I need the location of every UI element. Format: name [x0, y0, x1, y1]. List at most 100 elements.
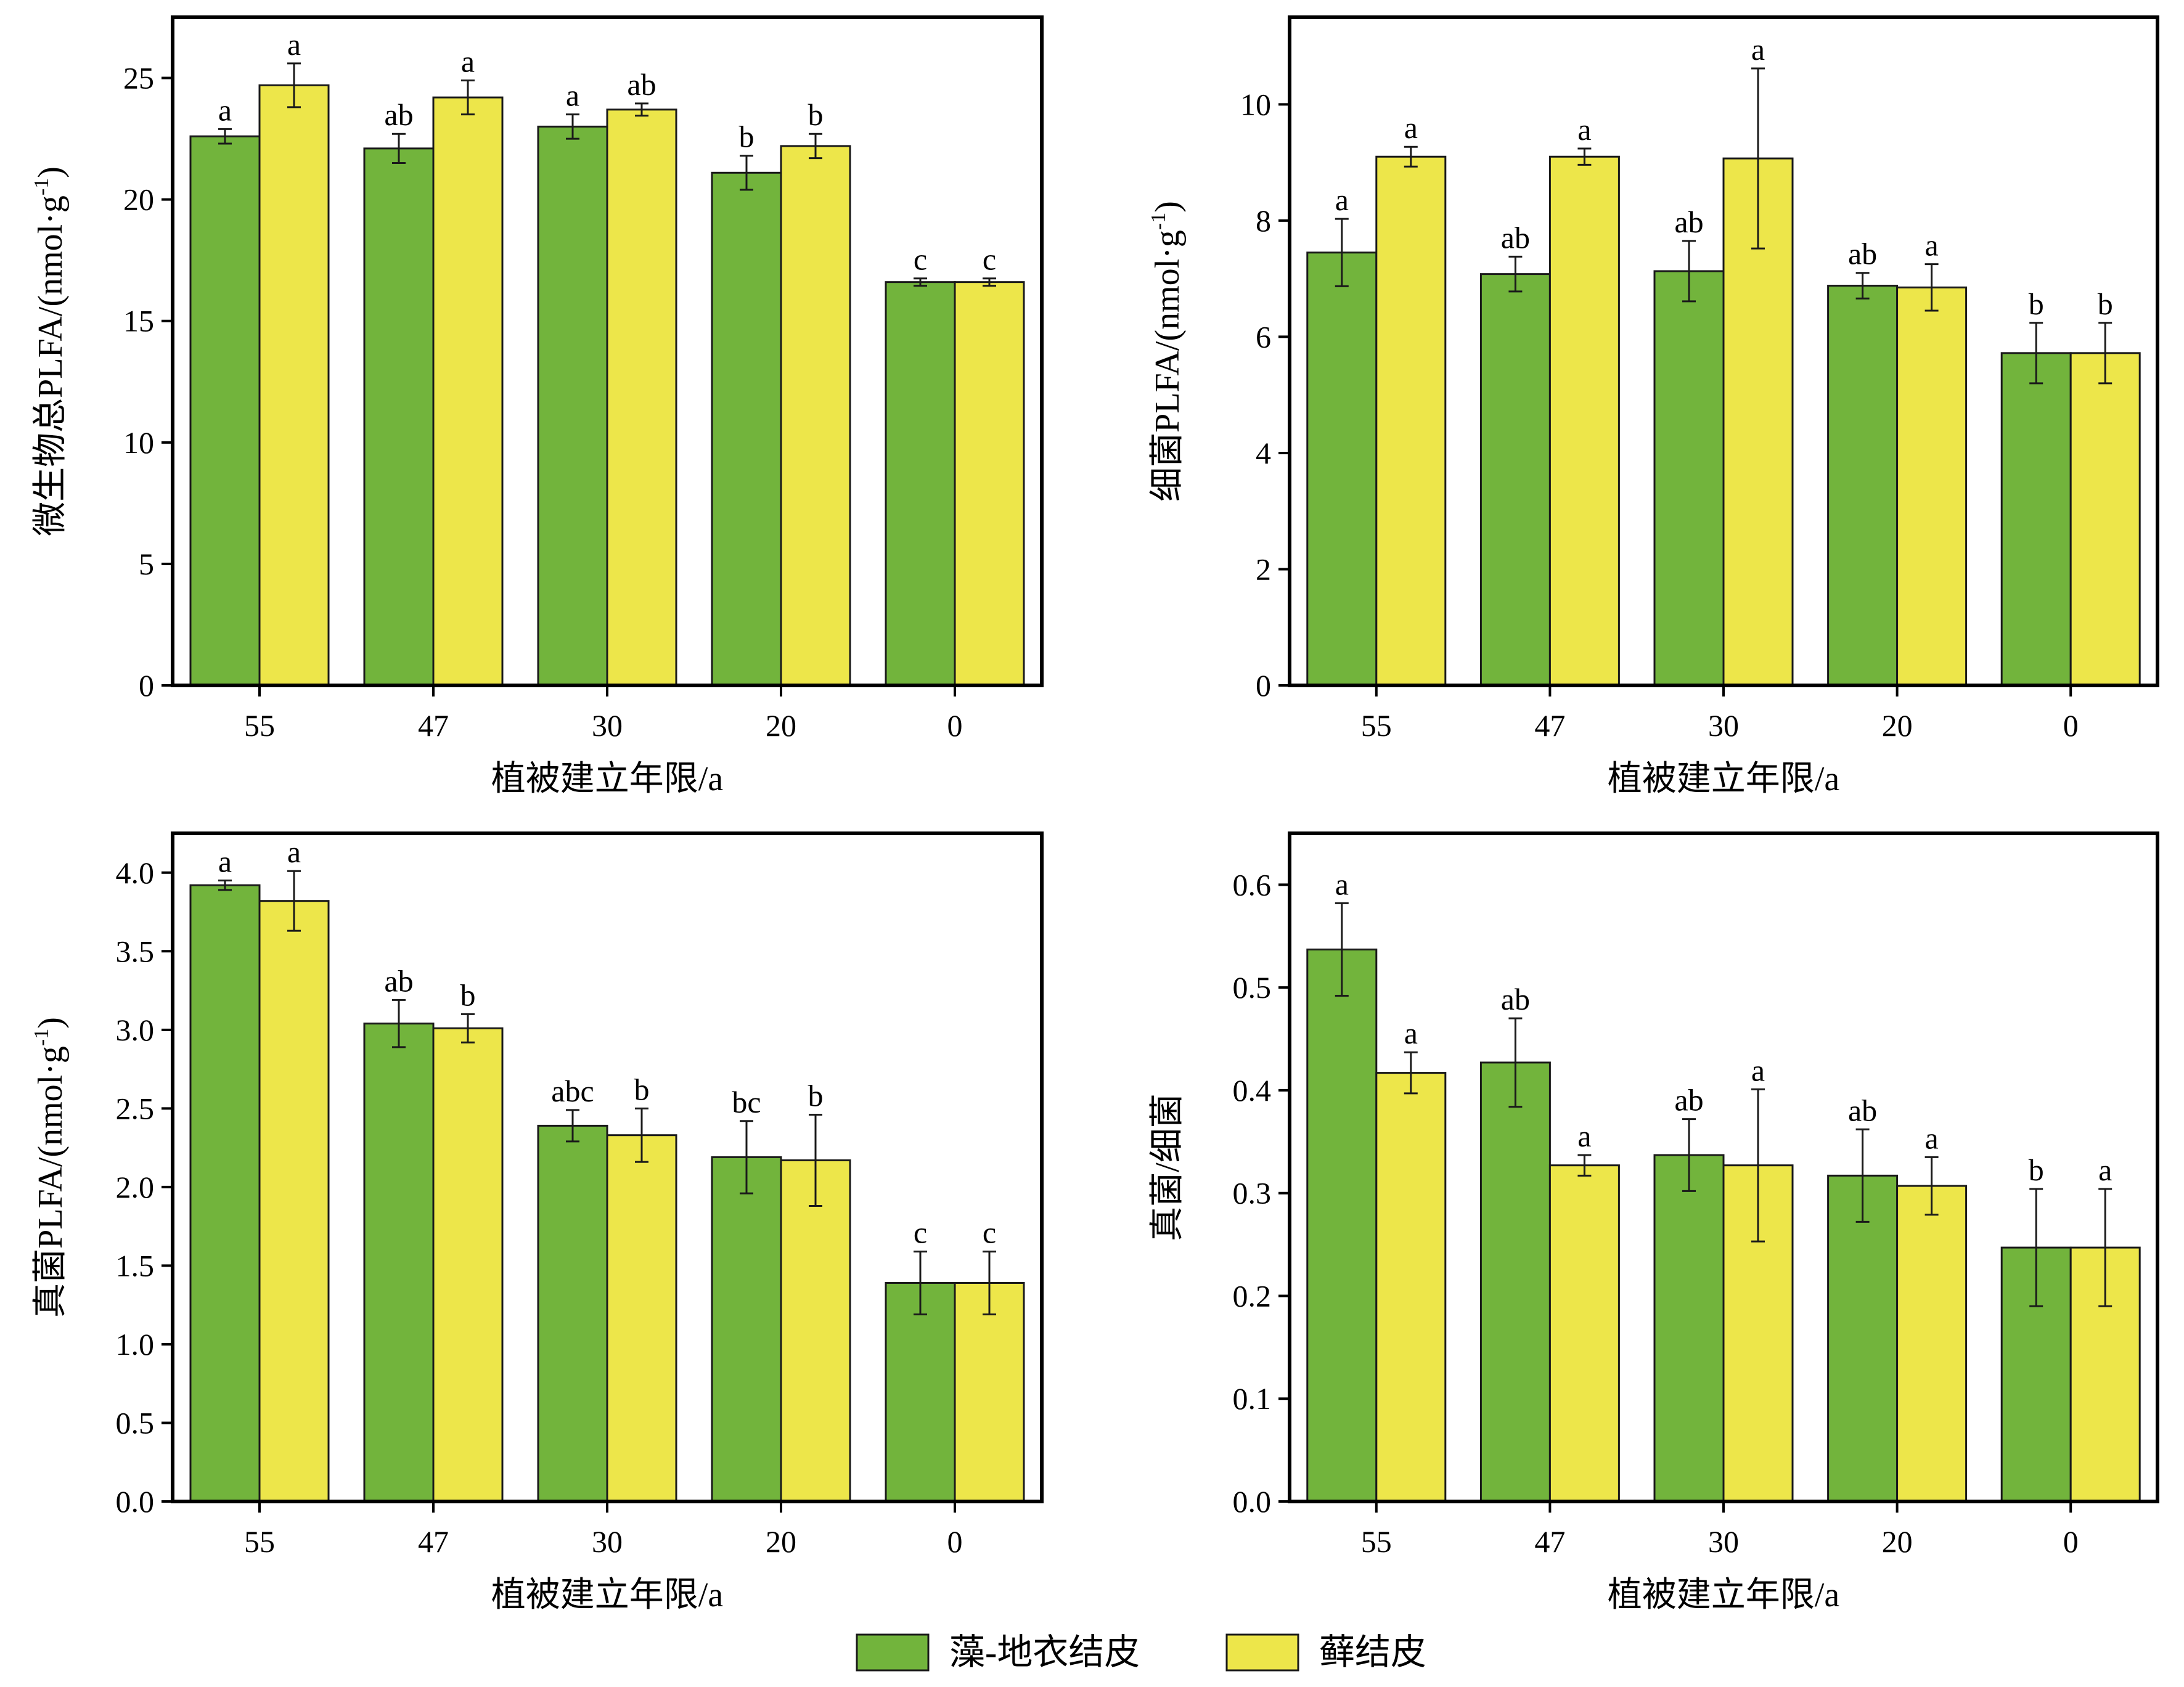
y-tick-label: 0.2	[1233, 1278, 1272, 1313]
x-tick-label: 0	[2063, 708, 2079, 743]
significance-letter: a	[218, 92, 232, 127]
significance-letter: ab	[1848, 237, 1877, 271]
y-tick-label: 5	[139, 547, 154, 581]
bar	[1548, 155, 1620, 687]
bar	[1375, 1072, 1447, 1503]
x-tick-label: 30	[592, 708, 623, 743]
y-tick-label: 10	[123, 425, 154, 460]
significance-letter: ab	[1501, 220, 1530, 255]
y-tick-label: 4.0	[116, 856, 155, 890]
bar	[1306, 251, 1378, 687]
x-tick-label: 47	[1534, 708, 1565, 743]
significance-letter: bc	[732, 1085, 761, 1119]
significance-letter: b	[634, 1072, 650, 1106]
bar	[780, 145, 851, 687]
y-tick-label: 2.5	[116, 1091, 155, 1125]
bar	[1896, 1185, 1968, 1503]
y-tick-label: 3.0	[116, 1013, 155, 1047]
y-tick-label: 0.1	[1233, 1381, 1272, 1416]
x-axis-label: 植被建立年限/a	[1608, 760, 1840, 798]
bar	[1653, 270, 1725, 687]
bar	[885, 1281, 956, 1503]
x-tick-label: 47	[1534, 1524, 1565, 1559]
bar	[1375, 155, 1447, 687]
y-tick-label: 8	[1256, 203, 1271, 238]
y-tick-label: 0.5	[1233, 970, 1272, 1005]
y-tick-label: 6	[1256, 319, 1271, 354]
significance-letter: c	[983, 1215, 996, 1249]
bar	[954, 281, 1025, 687]
y-tick-label: 3.5	[116, 934, 155, 968]
significance-letter: b	[808, 1079, 824, 1113]
significance-letter: ab	[1501, 982, 1530, 1016]
x-tick-label: 20	[766, 1524, 796, 1559]
bar	[606, 1134, 677, 1503]
significance-letter: a	[1577, 112, 1591, 147]
significance-letter: a	[1404, 1016, 1418, 1050]
y-tick-label: 0	[1256, 668, 1271, 703]
bar	[432, 1027, 504, 1503]
significance-letter: b	[2098, 287, 2113, 321]
chart-panel-bottom-right: a ab ab ab b a a a a a 0.0 0.1 0.2 0.3 0.4 0.5 0.6 55 47 30…	[1148, 831, 2159, 1614]
significance-letter: b	[808, 97, 824, 132]
significance-letter: b	[460, 978, 476, 1012]
bar	[537, 125, 608, 687]
significance-letter: a	[1751, 1053, 1765, 1087]
legend-swatch-moss	[1225, 1633, 1299, 1672]
x-tick-label: 55	[1361, 708, 1392, 743]
bar	[432, 96, 504, 687]
x-tick-label: 47	[418, 708, 449, 743]
x-tick-label: 55	[1361, 1524, 1392, 1559]
bar	[1827, 284, 1899, 687]
x-tick-label: 30	[1708, 708, 1739, 743]
significance-letter: ab	[1674, 1083, 1703, 1117]
significance-letter: c	[914, 242, 927, 277]
y-axis-label: 真菌PLFA/(nmol·g-1)	[30, 1017, 70, 1318]
bar	[189, 884, 261, 1503]
significance-letter: a	[287, 27, 301, 62]
bar	[711, 171, 782, 687]
y-tick-label: 10	[1240, 87, 1271, 121]
y-tick-label: 0.6	[1233, 867, 1272, 902]
significance-letter: a	[2098, 1153, 2112, 1187]
significance-letter: c	[914, 1215, 927, 1249]
y-axis-label: 细菌PLFA/(nmol·g-1)	[1147, 201, 1187, 502]
legend-label-algae-lichen: 藻-地衣结皮	[949, 1632, 1140, 1672]
bar	[1479, 273, 1551, 687]
significance-letter: abc	[551, 1074, 594, 1108]
significance-letter: a	[1924, 228, 1938, 263]
bar	[2000, 1246, 2072, 1503]
significance-letter: c	[983, 242, 996, 277]
bar	[1548, 1164, 1620, 1503]
bar	[258, 84, 330, 687]
y-tick-label: 2	[1256, 552, 1271, 586]
legend-label-moss: 藓结皮	[1319, 1632, 1426, 1672]
significance-letter: a	[1751, 32, 1765, 67]
significance-letter: b	[2029, 287, 2044, 321]
y-tick-label: 0.4	[1233, 1073, 1272, 1108]
legend-swatch-algae-lichen	[856, 1633, 930, 1672]
y-tick-label: 0.5	[116, 1405, 155, 1440]
significance-letter: b	[739, 120, 755, 154]
x-axis-label: 植被建立年限/a	[491, 1576, 724, 1614]
x-tick-label: 55	[244, 1524, 275, 1559]
y-tick-label: 15	[123, 304, 154, 338]
x-tick-label: 30	[592, 1524, 623, 1559]
y-tick-label: 2.0	[116, 1170, 155, 1204]
legend: 藻-地衣结皮 藓结皮	[856, 1632, 1426, 1672]
y-tick-label: 0.3	[1233, 1176, 1272, 1211]
bar	[1827, 1174, 1899, 1503]
significance-letter: a	[1335, 867, 1349, 901]
x-axis-label: 植被建立年限/a	[1608, 1576, 1840, 1614]
y-tick-label: 0	[139, 668, 154, 703]
x-tick-label: 0	[947, 708, 963, 743]
bar	[2069, 352, 2141, 687]
x-tick-label: 47	[418, 1524, 449, 1559]
y-tick-label: 0.0	[116, 1484, 155, 1519]
bar	[258, 900, 330, 1503]
y-axis-label: 真菌/细菌	[1148, 1093, 1187, 1241]
bar	[1653, 1154, 1725, 1503]
